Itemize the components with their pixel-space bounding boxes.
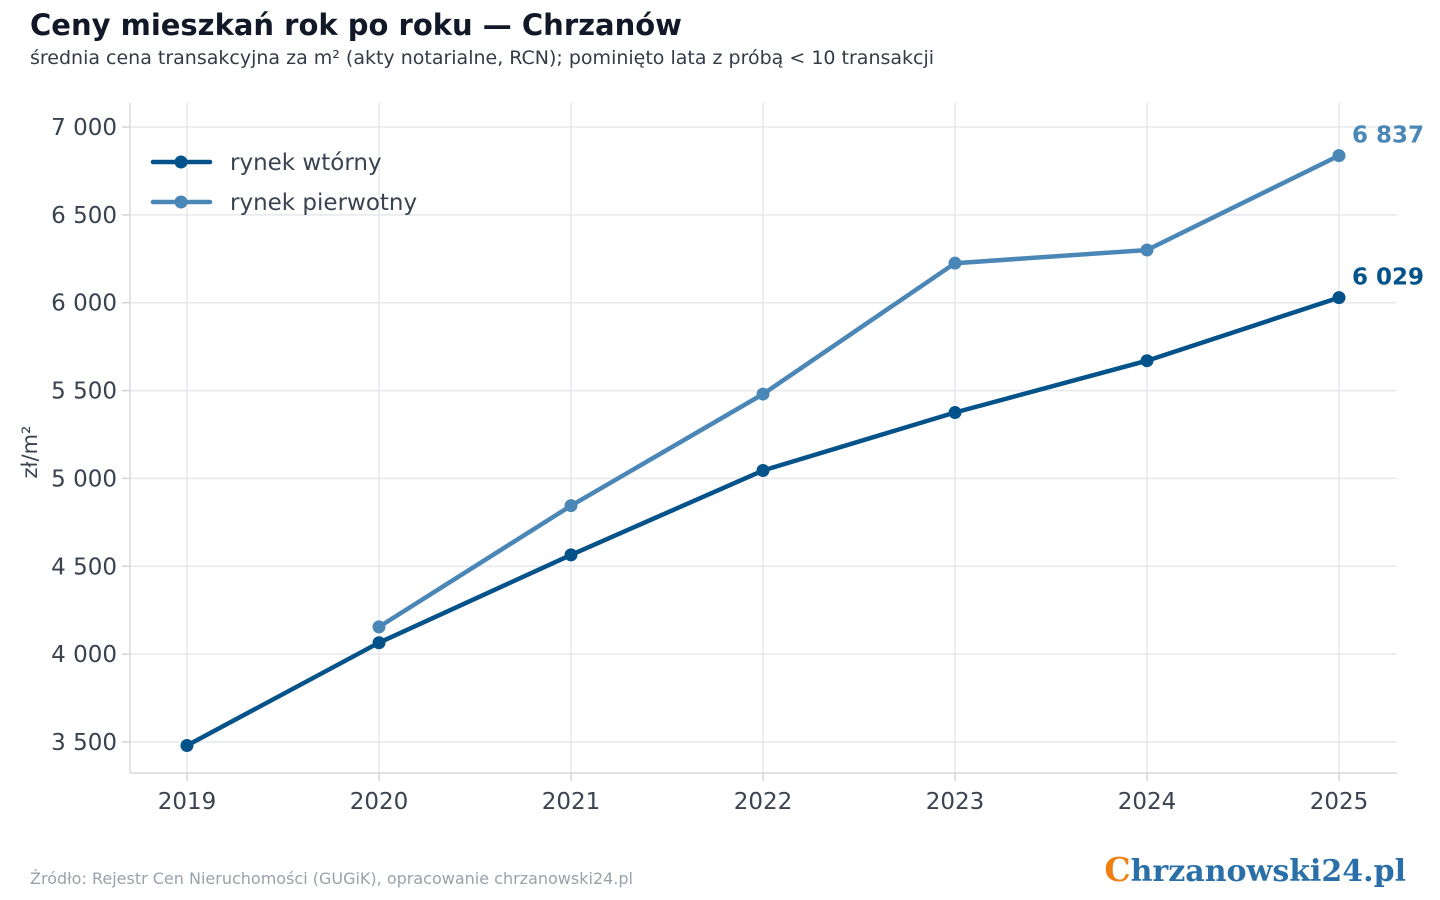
data-point xyxy=(564,548,578,562)
x-tick-label: 2022 xyxy=(734,789,793,815)
x-tick-label: 2023 xyxy=(926,789,985,815)
data-point xyxy=(372,636,386,650)
y-tick-label: 7 000 xyxy=(51,115,117,141)
data-point xyxy=(948,406,962,420)
logo-first-letter: C xyxy=(1104,850,1131,889)
data-point xyxy=(1140,354,1154,368)
series-line xyxy=(376,153,1342,630)
legend-swatch-marker xyxy=(174,195,188,209)
logo: Chrzanowski24.pl xyxy=(1104,850,1406,889)
y-tick-label: 5 000 xyxy=(51,466,117,492)
source-note: Źródło: Rejestr Cen Nieruchomości (GUGiK… xyxy=(30,869,633,888)
y-tick-label: 6 000 xyxy=(51,291,117,317)
data-point xyxy=(564,499,578,513)
chart-subtitle: średnia cena transakcyjna za m² (akty no… xyxy=(30,47,935,69)
x-tick-label: 2020 xyxy=(350,789,409,815)
logo-text: hrzanowski24.pl xyxy=(1130,854,1406,889)
data-point xyxy=(1140,243,1154,257)
data-point xyxy=(180,739,194,753)
y-tick-label: 6 500 xyxy=(51,203,117,229)
x-tick-label: 2024 xyxy=(1118,789,1177,815)
y-axis-label: zł/m² xyxy=(18,426,42,479)
data-point xyxy=(1332,149,1346,163)
data-point xyxy=(1332,291,1346,305)
x-tick-label: 2021 xyxy=(542,789,601,815)
y-tick-label: 4 500 xyxy=(51,554,117,580)
chart-title: Ceny mieszkań rok po roku — Chrzanów xyxy=(30,8,682,42)
y-tick-label: 4 000 xyxy=(51,642,117,668)
x-tick-label: 2025 xyxy=(1310,789,1369,815)
axes: 3 500 4 000 4 500 5 000 5 500 6 000 6 500 7 000… xyxy=(18,103,1397,815)
data-point xyxy=(756,387,770,401)
data-point xyxy=(372,620,386,634)
legend: rynek wtórny rynek pierwotny xyxy=(150,150,417,216)
y-tick-label: 3 500 xyxy=(51,730,117,756)
data-point xyxy=(948,256,962,270)
end-value-label: 6 029 xyxy=(1352,265,1424,291)
legend-swatch-marker xyxy=(174,155,188,169)
series-layer: 6 837 6 029 xyxy=(180,123,1424,753)
end-value-label: 6 837 xyxy=(1352,123,1424,149)
y-tick-label: 5 500 xyxy=(51,379,117,405)
data-point xyxy=(756,464,770,478)
grid xyxy=(130,103,1397,773)
x-tick-label: 2019 xyxy=(158,789,217,815)
legend-label: rynek wtórny xyxy=(230,150,382,176)
legend-label: rynek pierwotny xyxy=(230,190,417,216)
